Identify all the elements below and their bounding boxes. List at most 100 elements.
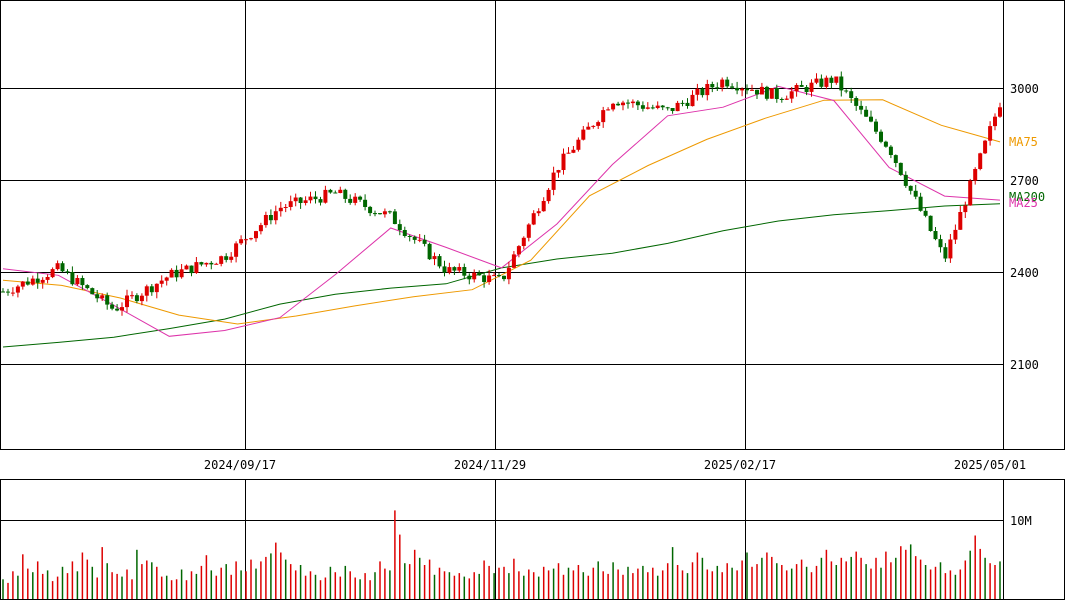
candle-body xyxy=(893,155,898,163)
candle-body xyxy=(159,280,164,284)
candle-body xyxy=(789,91,794,99)
candle-body xyxy=(194,262,199,273)
candle-body xyxy=(50,269,55,278)
candle-body xyxy=(645,107,650,109)
candle-body xyxy=(640,105,645,109)
candle-body xyxy=(333,192,338,194)
candle-body xyxy=(606,109,611,111)
candle-body xyxy=(164,277,169,281)
candle-body xyxy=(814,78,819,83)
candle-body xyxy=(199,262,204,265)
candle-body xyxy=(358,196,363,200)
candle-body xyxy=(759,86,764,95)
candle-body xyxy=(958,212,963,230)
candle-body xyxy=(854,98,859,106)
candle-body xyxy=(467,275,472,280)
volume-bars xyxy=(2,510,1001,599)
candle-body xyxy=(725,79,730,87)
candle-body xyxy=(675,102,680,112)
candle-body xyxy=(859,105,864,110)
candle-body xyxy=(844,90,849,92)
candle-body xyxy=(928,215,933,231)
candle-body xyxy=(655,105,660,108)
candle-body xyxy=(849,91,854,98)
candle-body xyxy=(348,198,353,203)
volume-tick-10m: 10M xyxy=(1010,514,1032,528)
candle-body xyxy=(328,189,333,193)
candle-body xyxy=(710,84,715,88)
candlesticks xyxy=(1,71,1002,316)
candle-body xyxy=(516,246,521,255)
candle-body xyxy=(477,272,482,276)
candle-body xyxy=(184,265,189,270)
candle-body xyxy=(874,121,878,132)
candle-body xyxy=(273,211,278,221)
candle-body xyxy=(254,231,258,239)
candle-body xyxy=(799,85,804,87)
candle-body xyxy=(303,200,308,203)
candle-body xyxy=(125,295,129,308)
candle-body xyxy=(427,243,432,260)
candle-body xyxy=(839,76,844,91)
candle-body xyxy=(338,189,343,193)
candle-body xyxy=(90,288,95,295)
candle-body xyxy=(234,243,239,257)
price-panel-frame xyxy=(0,0,1065,450)
candle-body xyxy=(298,197,303,203)
candle-body xyxy=(144,286,149,296)
x-tick-4: 2025/05/01 xyxy=(954,458,1026,472)
candle-body xyxy=(576,139,581,150)
candle-body xyxy=(130,295,134,297)
y-tick-2100: 2100 xyxy=(1010,358,1039,372)
candle-body xyxy=(239,239,244,244)
candle-body xyxy=(750,89,754,91)
candle-body xyxy=(45,277,50,280)
y-tick-2400: 2400 xyxy=(1010,266,1039,280)
candle-body xyxy=(397,224,402,231)
candle-body xyxy=(323,189,328,203)
candle-body xyxy=(690,94,695,107)
candle-body xyxy=(526,224,531,238)
candle-body xyxy=(943,247,948,259)
candle-body xyxy=(755,89,759,95)
candle-body xyxy=(288,201,293,207)
candle-body xyxy=(80,278,85,286)
candle-body xyxy=(913,190,918,197)
candle-body xyxy=(908,185,913,191)
candle-body xyxy=(968,180,973,206)
candle-body xyxy=(278,207,283,212)
candle-body xyxy=(511,254,516,268)
candle-body xyxy=(204,262,209,265)
candle-body xyxy=(571,149,576,153)
candle-body xyxy=(313,196,318,200)
candle-body xyxy=(373,213,377,215)
ma25-line xyxy=(2,85,1001,337)
candle-body xyxy=(85,285,90,289)
candle-body xyxy=(308,196,313,201)
candle-body xyxy=(353,196,358,203)
candle-body xyxy=(219,256,224,264)
candle-body xyxy=(998,107,1002,117)
candle-body xyxy=(784,98,789,100)
candle-body xyxy=(779,99,784,100)
candle-body xyxy=(258,225,263,232)
candle-body xyxy=(616,103,621,106)
candle-body xyxy=(422,239,427,244)
candle-body xyxy=(457,267,462,271)
candle-body xyxy=(898,162,903,175)
candle-body xyxy=(670,108,675,111)
candle-body xyxy=(30,278,35,285)
candle-body xyxy=(963,205,968,213)
candle-body xyxy=(437,256,442,267)
candle-body xyxy=(879,131,883,142)
ma25-path xyxy=(2,85,1001,337)
candle-body xyxy=(611,103,616,110)
candle-body xyxy=(105,295,110,305)
candle-body xyxy=(15,286,20,293)
legend-ma200: MA200 xyxy=(1009,190,1045,204)
candle-body xyxy=(293,197,298,202)
candle-body xyxy=(685,102,690,106)
candle-body xyxy=(923,210,928,216)
candle-body xyxy=(804,87,809,92)
